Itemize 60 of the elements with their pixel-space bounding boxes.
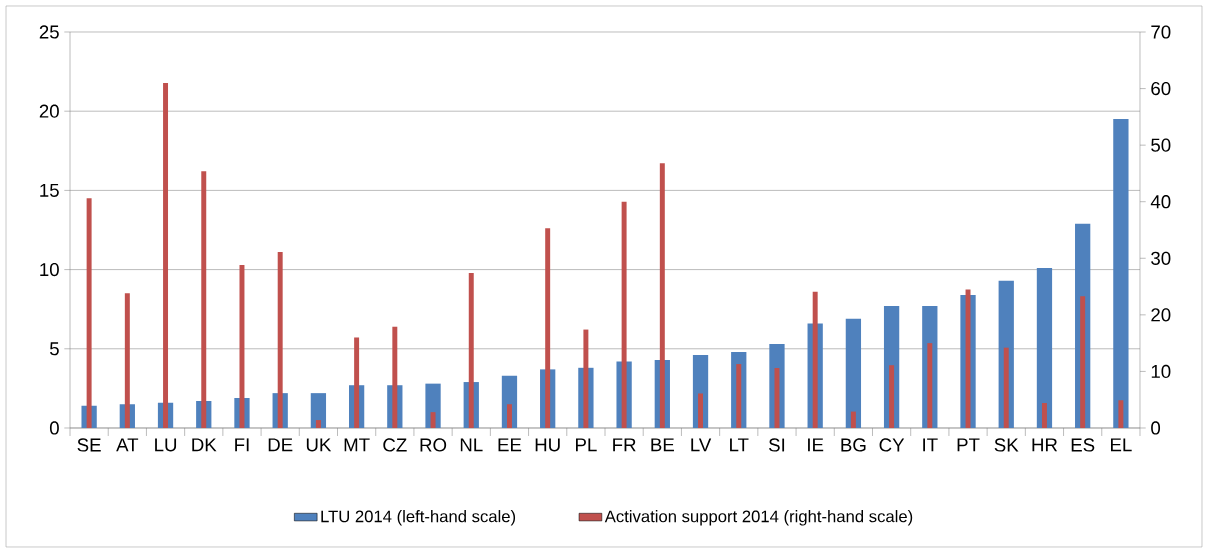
bar <box>845 318 862 428</box>
x-tick-label: PT <box>957 438 980 452</box>
x-tick-label: IE <box>808 438 824 452</box>
bar <box>506 404 512 428</box>
y2-tick-label: 0 <box>1151 421 1161 435</box>
x-tick-label: DK <box>192 438 217 452</box>
legend-label: Activation support 2014 (right-hand scale) <box>604 510 913 526</box>
x-tick-label: LV <box>691 438 712 452</box>
bar <box>698 393 704 428</box>
x-tick-label: CZ <box>383 438 407 452</box>
x-tick-label: BG <box>841 438 866 452</box>
bar <box>1113 119 1129 428</box>
y-tick-label: 0 <box>49 421 59 435</box>
x-tick-label: LU <box>155 438 177 452</box>
y2-tick-label: 10 <box>1151 364 1171 379</box>
y2-tick-label: 70 <box>1151 25 1171 39</box>
x-tick-label: UK <box>306 438 332 452</box>
x-tick-label: EL <box>1110 438 1132 452</box>
x-tick-label: LT <box>730 438 749 452</box>
y2-tick-label: 50 <box>1151 138 1171 152</box>
bar <box>927 343 933 428</box>
y-tick-label: 15 <box>40 183 59 197</box>
bar <box>1041 403 1047 428</box>
x-tick-label: MT <box>344 438 370 452</box>
x-tick-label: PL <box>576 438 597 452</box>
x-tick-label: SI <box>769 438 785 452</box>
y2-tick-label: 40 <box>1150 195 1171 209</box>
x-tick-label: FI <box>235 438 249 452</box>
x-tick-label: ES <box>1071 438 1095 452</box>
x-tick-label: CY <box>879 438 905 452</box>
bar <box>774 368 780 428</box>
y-tick-label: 20 <box>39 104 59 118</box>
y2-tick-label: 20 <box>1151 308 1171 322</box>
bar <box>889 365 895 428</box>
x-tick-label: HR <box>1032 438 1058 452</box>
bar <box>1080 296 1086 428</box>
x-tick-label: FR <box>613 438 636 452</box>
x-tick-label: NL <box>460 438 483 452</box>
bar <box>850 411 856 428</box>
x-tick-label: RO <box>420 438 447 452</box>
x-tick-label: AT <box>116 438 139 452</box>
x-tick-label: EE <box>498 438 522 452</box>
x-tick-label: HU <box>535 438 560 452</box>
x-tick-label: SE <box>77 438 101 452</box>
bar <box>1003 347 1009 428</box>
legend-label: LTU 2014 (left-hand scale) <box>321 510 516 526</box>
x-tick-label: BE <box>651 438 674 452</box>
bar <box>1036 268 1053 428</box>
y-tick-label: 25 <box>39 25 59 39</box>
bar <box>315 420 321 428</box>
x-tick-label: SK <box>994 438 1019 452</box>
y2-tick-label: 30 <box>1151 251 1171 265</box>
bar <box>430 412 436 428</box>
y-tick-label: 5 <box>49 342 59 356</box>
x-tick-label: DE <box>268 438 293 452</box>
x-tick-label: IT <box>923 438 938 452</box>
bar <box>310 393 327 428</box>
y2-tick-label: 60 <box>1151 81 1171 96</box>
bar <box>1118 400 1124 428</box>
y-tick-label: 10 <box>40 262 59 277</box>
